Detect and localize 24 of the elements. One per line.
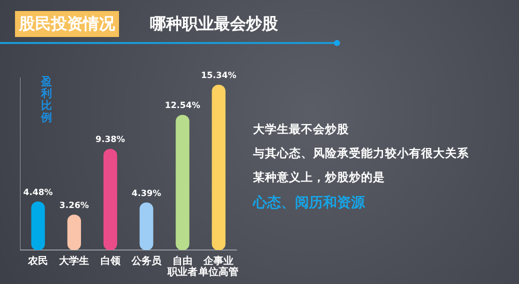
data-label: 15.34% xyxy=(200,71,237,82)
text: 心态、阅历和资源 xyxy=(253,194,366,212)
data-label: 4.39% xyxy=(132,188,162,199)
bar xyxy=(140,202,154,250)
bar xyxy=(176,114,190,250)
data-label: 12.54% xyxy=(164,101,201,112)
y-axis-title: 盈利比例 xyxy=(41,75,53,124)
x-tick-label: 公务员 xyxy=(130,255,162,268)
x-tick-label: 自由职业者 xyxy=(166,255,198,278)
bar xyxy=(31,202,45,250)
x-tick-label: 大学生 xyxy=(58,255,90,268)
chart-subtitle: 哪种职业最会炒股 xyxy=(150,13,278,35)
x-tick-label: 企事业单位高管 xyxy=(198,255,239,278)
data-label: 3.26% xyxy=(59,200,90,211)
x-tick-label: 白领 xyxy=(100,255,122,268)
bar xyxy=(212,84,226,250)
data-label: 9.38% xyxy=(96,135,126,146)
data-label: 4.48% xyxy=(23,188,54,198)
bar xyxy=(103,148,118,250)
chart-title: 股民投资情况 xyxy=(15,11,119,37)
text: 大学生最不会炒股 xyxy=(253,122,350,137)
x-tick-label: 农民 xyxy=(27,255,48,268)
text: 与其心态、风险承受能力较小有很大关系 xyxy=(253,146,469,161)
text: 某种意义上，炒股炒的是 xyxy=(253,170,386,185)
